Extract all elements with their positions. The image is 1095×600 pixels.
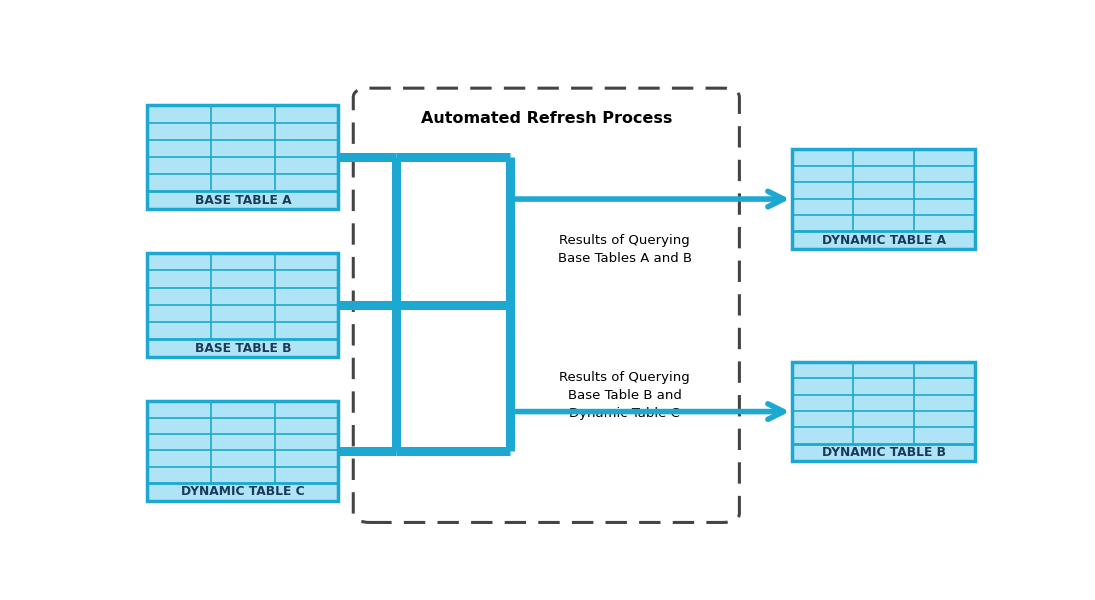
Bar [148,401,338,500]
Bar [148,106,338,209]
Text: DYNAMIC TABLE B: DYNAMIC TABLE B [821,446,946,459]
Bar [793,362,975,461]
Bar [793,149,975,249]
Text: BASE TABLE A: BASE TABLE A [195,194,291,207]
Text: Results of Querying
Base Tables A and B: Results of Querying Base Tables A and B [557,235,692,265]
Text: BASE TABLE B: BASE TABLE B [195,341,291,355]
Bar [395,157,510,451]
Text: DYNAMIC TABLE A: DYNAMIC TABLE A [821,233,946,247]
Bar [148,253,338,357]
Text: Automated Refresh Process: Automated Refresh Process [420,110,672,126]
Text: DYNAMIC TABLE C: DYNAMIC TABLE C [181,485,304,499]
Text: Results of Querying
Base Table B and
Dynamic Table C: Results of Querying Base Table B and Dyn… [560,371,690,420]
